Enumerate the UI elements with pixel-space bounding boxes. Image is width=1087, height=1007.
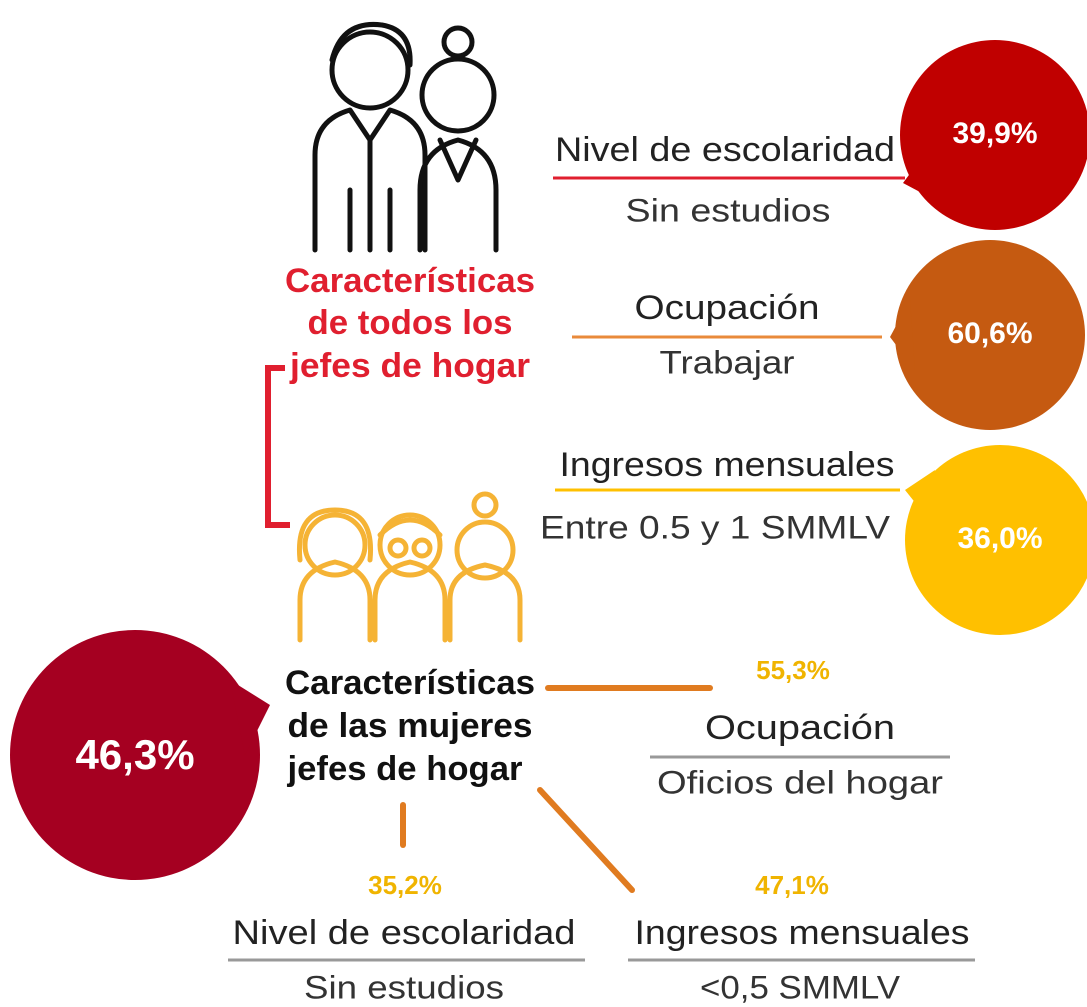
bubble-value: 36,0%	[957, 522, 1042, 555]
item-label: Ingresos mensuales	[560, 446, 895, 484]
item-detail: Sin estudios	[304, 969, 504, 1005]
item-detail: Sin estudios	[626, 192, 831, 228]
speech-bubble: 60,6%	[890, 240, 1085, 430]
family-icon	[312, 21, 499, 253]
group-title: de todos los	[308, 304, 513, 342]
group-title: jefes de hogar	[286, 750, 522, 788]
item-value: 55,3%	[756, 655, 830, 685]
women-icon	[296, 491, 523, 643]
item-label: Ocupación	[635, 289, 820, 327]
item-detail: Oficios del hogar	[657, 764, 943, 800]
item-detail: Entre 0.5 y 1 SMMLV	[540, 509, 891, 545]
group-title: de las mujeres	[288, 707, 533, 745]
item-value: 47,1%	[755, 870, 829, 900]
bubble-value: 60,6%	[947, 317, 1032, 350]
speech-bubble: 46,3%	[10, 630, 270, 880]
connectors	[400, 685, 713, 893]
speech-bubble: 36,0%	[905, 445, 1087, 635]
group-title: Características	[285, 664, 535, 702]
speech-bubble: 39,9%	[900, 40, 1087, 230]
item-label: Ocupación	[705, 709, 895, 747]
group-title: Características	[285, 262, 535, 300]
item-label: Ingresos mensuales	[635, 914, 970, 952]
item-label: Nivel de escolaridad	[555, 131, 895, 169]
item-label: Nivel de escolaridad	[233, 914, 576, 952]
bubble-value: 46,3%	[75, 731, 194, 778]
item-detail: <0,5 SMMLV	[700, 969, 901, 1005]
bracket	[265, 365, 290, 528]
bubble-value: 39,9%	[952, 117, 1037, 150]
item-value: 35,2%	[368, 870, 442, 900]
item-detail: Trabajar	[660, 344, 795, 380]
group-title: jefes de hogar	[289, 347, 530, 385]
